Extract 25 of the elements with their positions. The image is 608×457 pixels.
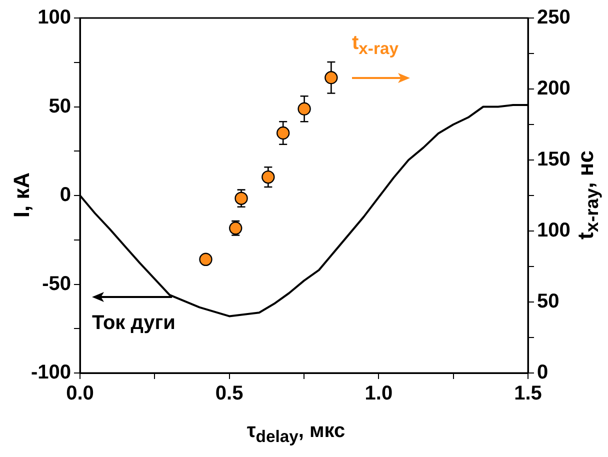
point — [276, 126, 290, 140]
y-tick-label: -100 — [30, 362, 71, 384]
x-tick-label: 0.5 — [215, 382, 244, 405]
point — [262, 170, 275, 184]
y2-tick-label: 100 — [537, 220, 570, 242]
y-axis-title: I, кА — [9, 172, 35, 218]
annotation: Ток дуги — [92, 312, 176, 335]
y2-tick-label: 0 — [537, 362, 548, 384]
point — [199, 252, 212, 266]
y-tick-label: 0 — [60, 184, 71, 206]
y-tick-label: -50 — [42, 272, 71, 295]
y2-tick-label: 150 — [537, 148, 570, 171]
point — [324, 71, 338, 84]
y2-tick-label: 50 — [537, 290, 560, 313]
x-tick-label: 0.0 — [66, 382, 94, 405]
y2-tick-label: 200 — [537, 78, 570, 100]
x-tick-label: 1.0 — [364, 382, 393, 405]
y2-tick-label: 250 — [537, 6, 570, 29]
point — [234, 192, 248, 205]
x-tick-label: 1.5 — [514, 382, 542, 405]
x-axis-title: τ$_{delay}$, мкс — [246, 420, 346, 446]
y-tick-label: 50 — [48, 95, 71, 118]
point — [298, 102, 311, 116]
y-tick-label: 100 — [38, 6, 71, 29]
annotation: t$_{x-ray}$ — [352, 32, 398, 59]
